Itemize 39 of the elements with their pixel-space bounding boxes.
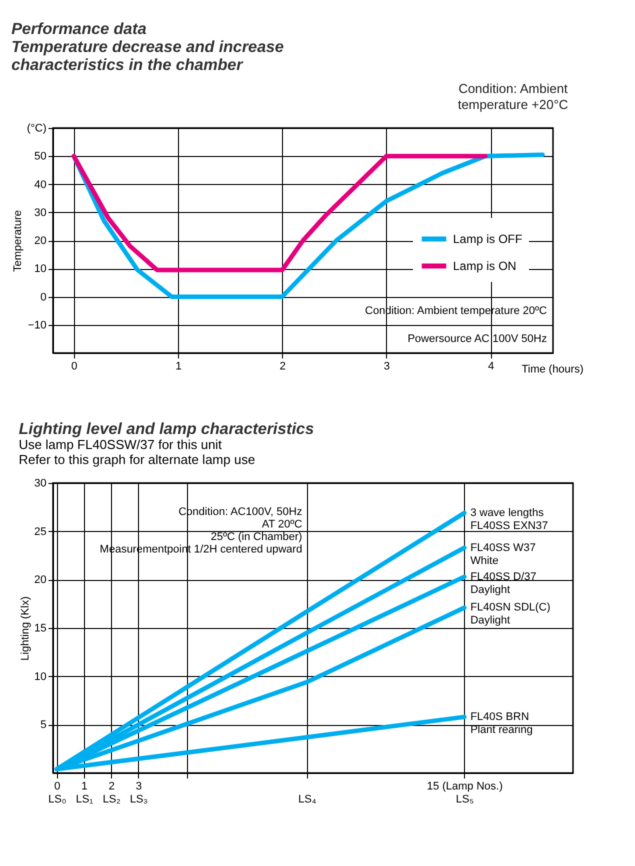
x-tick-label: 1 <box>175 360 182 372</box>
y-tick-label: 50 <box>34 150 46 163</box>
y-tick-label: (°C) <box>26 122 46 134</box>
chart-title: Performance data Temperature decrease and increase characteristics in the chamber <box>11 21 284 74</box>
y-tick-label: 10 <box>34 263 46 276</box>
y-tick-label: 30 <box>34 206 46 219</box>
series-label: FL40SN SDL(C) Daylight <box>470 602 550 627</box>
series-label: FL40SS D/37 Daylight <box>470 570 536 596</box>
y-tick-label: 40 <box>34 178 46 191</box>
x-tick-label: 4 <box>488 360 494 372</box>
y-tick-label: 15 <box>34 622 46 634</box>
x-tick-label: 3 <box>384 360 390 372</box>
series-label: 3 wave lengths FL40SS EXN37 <box>470 506 548 532</box>
x-tick-label: 2 LS₂ <box>102 780 121 806</box>
annotation: Powersource AC 100V 50Hz <box>408 333 547 345</box>
y-tick-label: 10 <box>34 670 46 683</box>
legend-label: Lamp is OFF <box>453 232 522 246</box>
y-axis-title: Lighting (Klx) <box>19 596 32 661</box>
y-tick-label: −10 <box>28 319 46 332</box>
y-tick-label: 20 <box>34 235 46 247</box>
x-tick-label: 0 <box>71 360 78 372</box>
y-tick-label: 5 <box>40 719 46 732</box>
x-tick-label: 3 LS₃ <box>130 780 148 806</box>
y-tick-label: 20 <box>34 574 46 586</box>
chart-subtitle: Use lamp FL40SSW/37 for this unit Refer to this graph for alternate lamp use <box>18 437 256 467</box>
chart-title: Lighting level and lamp characteristics <box>18 421 314 438</box>
y-tick-label: 30 <box>34 478 46 490</box>
legend-label: Lamp is ON <box>453 259 516 273</box>
y-tick-label: 25 <box>34 526 46 538</box>
x-tick-label: LS₄ <box>298 794 317 806</box>
y-tick-label: 0 <box>40 291 46 304</box>
y-axis-title: Temperature <box>12 210 24 272</box>
chart-subtitle: Condition: Ambient temperature +20°C <box>458 81 568 112</box>
x-tick-label: 2 <box>280 360 286 372</box>
x-tick-label: 1 LS₁ <box>76 780 94 806</box>
series-label: FL40SS W37 White <box>470 542 536 567</box>
x-tick-label: 15 (Lamp Nos.) LS₅ <box>426 780 503 806</box>
x-tick-label: 0 LS₀ <box>48 780 66 806</box>
x-axis-title: Time (hours) <box>522 364 584 376</box>
